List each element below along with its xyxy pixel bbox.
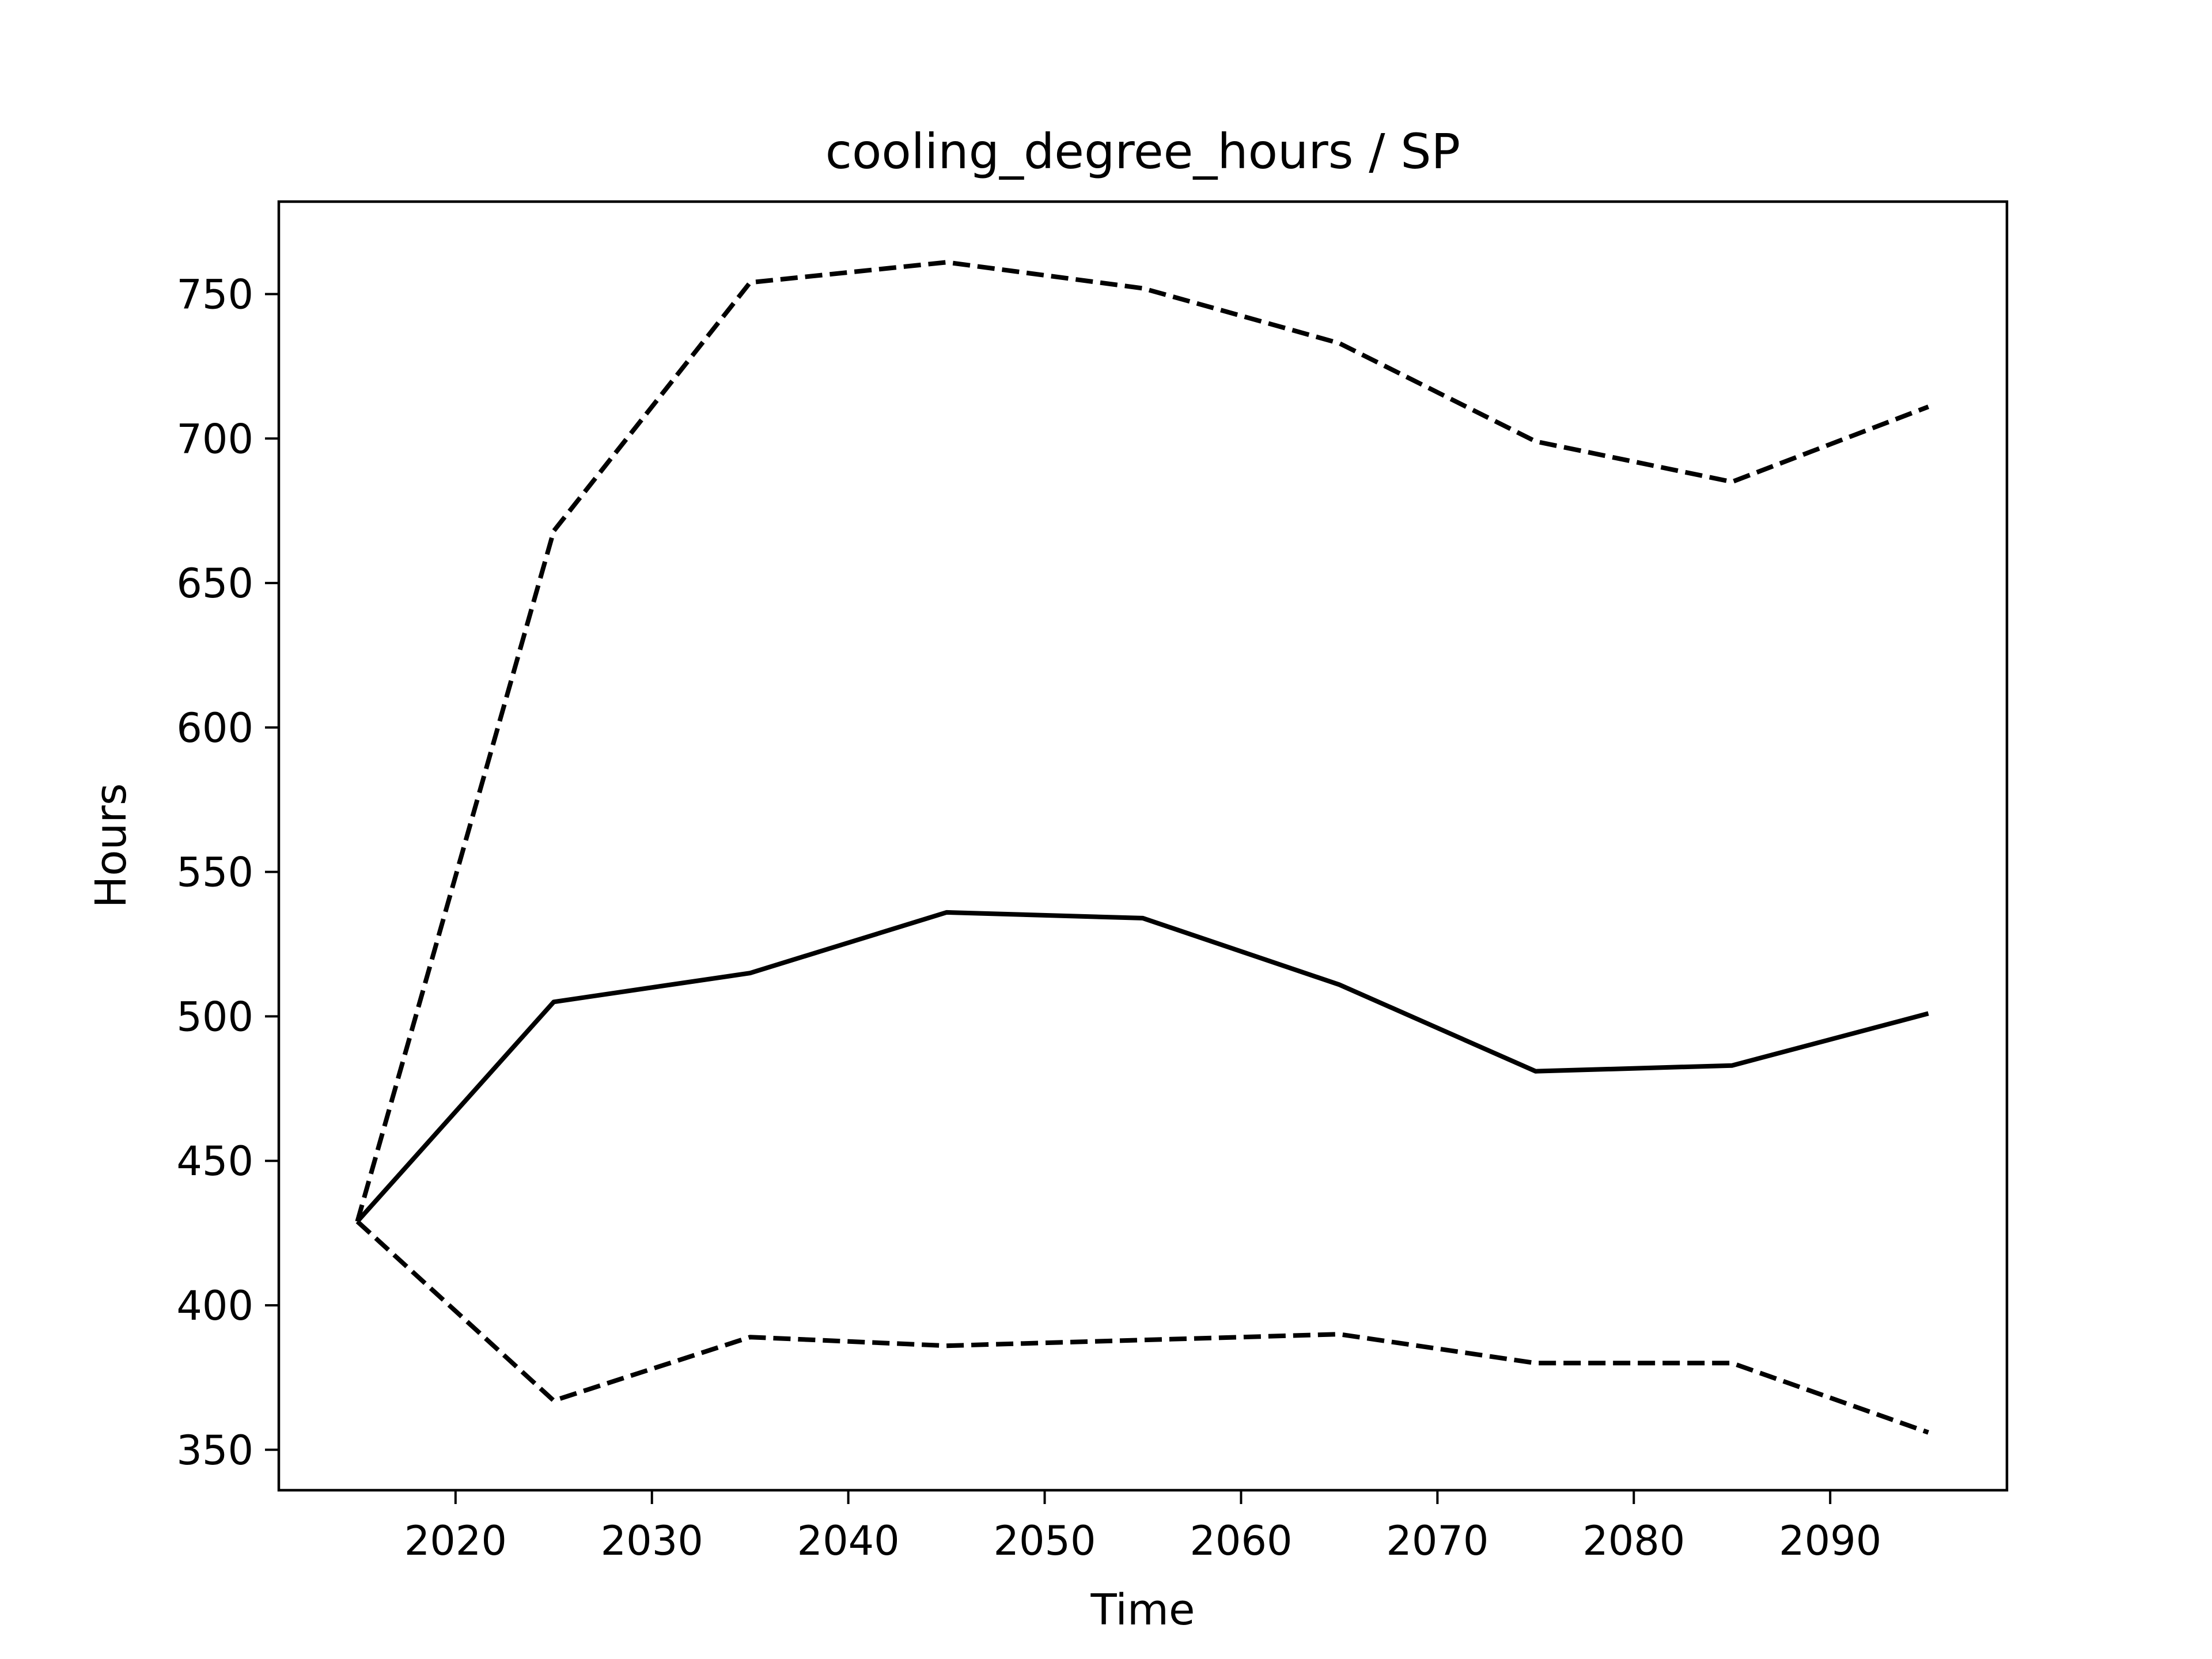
y-axis-label: Hours [86, 783, 136, 908]
y-tick-label: 500 [176, 993, 253, 1040]
x-tick-label: 2090 [1779, 1517, 1881, 1565]
x-tick-label: 2080 [1582, 1517, 1685, 1565]
median-series-line [355, 910, 1929, 1224]
y-tick-label: 550 [176, 849, 253, 896]
lower-bound-series-line [355, 1219, 1929, 1435]
chart-title: cooling_degree_hours / SP [825, 123, 1460, 180]
x-axis-label: Time [1090, 1585, 1195, 1635]
y-tick-label: 700 [176, 415, 253, 463]
plot-frame [277, 200, 2009, 1492]
y-axis-ticks: 350 400 450 500 550 600 650 700 750 [176, 271, 279, 1474]
y-tick-label: 600 [176, 704, 253, 752]
x-tick-label: 2070 [1386, 1517, 1488, 1565]
y-tick-label: 650 [176, 560, 253, 607]
upper-bound-series-line [355, 260, 1930, 1222]
y-tick-label: 450 [176, 1138, 253, 1185]
x-tick-label: 2030 [601, 1517, 703, 1565]
x-axis-ticks: 2020 2030 2040 2050 2060 2070 2080 2090 [404, 1490, 1881, 1565]
y-tick-label: 350 [176, 1427, 253, 1474]
y-tick-label: 400 [176, 1282, 253, 1330]
series-layer [355, 260, 1930, 1435]
x-tick-label: 2020 [404, 1517, 507, 1565]
x-tick-label: 2060 [1190, 1517, 1292, 1565]
x-tick-label: 2050 [993, 1517, 1096, 1565]
x-tick-label: 2040 [797, 1517, 900, 1565]
y-tick-label: 750 [176, 271, 253, 319]
